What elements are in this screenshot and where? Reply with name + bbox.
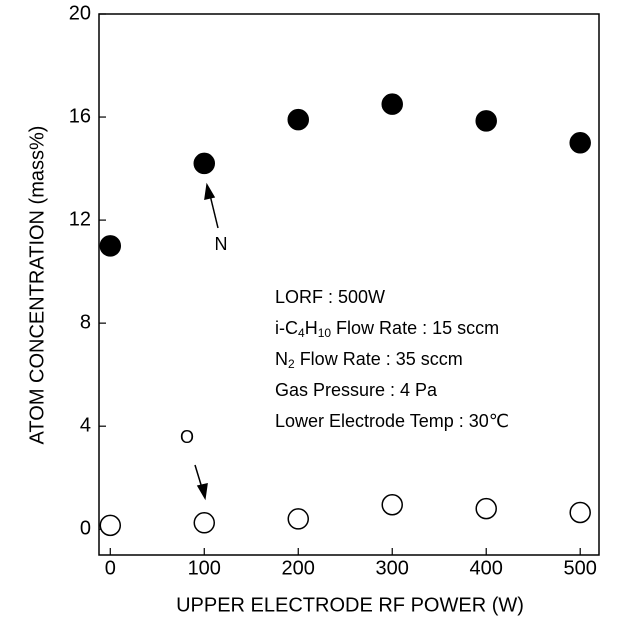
data-point (381, 494, 403, 516)
y-tick-label: 16 (69, 105, 91, 127)
y-tick-label: 20 (69, 2, 91, 24)
annotation-segment: LORF : 500W (275, 287, 385, 307)
arrow-head (196, 483, 208, 501)
y-axis-label: ATOM CONCENTRATION (mass%) (26, 126, 48, 445)
x-tick-label: 0 (105, 557, 116, 579)
plot-frame (98, 13, 600, 556)
x-tick-label: 200 (282, 557, 315, 579)
series-label: N (215, 234, 228, 254)
arrow-line (194, 464, 203, 489)
annotation-line: N2 Flow Rate : 35 sccm (275, 349, 463, 371)
annotation-line: i-C4H10 Flow Rate : 15 sccm (275, 318, 499, 340)
data-point (287, 108, 309, 131)
x-tick-label: 100 (188, 557, 221, 579)
y-tick-label: 0 (80, 518, 91, 540)
annotation-segment: N (275, 349, 288, 369)
annotation-line: LORF : 500W (275, 287, 385, 307)
data-point (569, 501, 591, 524)
annotation-segment: Gas Pressure : 4 Pa (275, 380, 438, 400)
x-tick-label: 300 (376, 557, 409, 579)
data-point (475, 497, 497, 520)
annotation-segment: 4 (298, 326, 305, 340)
y-tick-label: 12 (69, 208, 91, 230)
annotation-segment: Lower Electrode Temp : 30℃ (275, 411, 509, 431)
data-point (193, 152, 216, 175)
data-point (99, 514, 122, 537)
data-point (287, 508, 309, 530)
data-point (569, 132, 591, 154)
x-tick-label: 500 (564, 557, 597, 579)
y-tick-label: 4 (80, 414, 91, 436)
annotation-line: Gas Pressure : 4 Pa (275, 380, 438, 400)
x-tick-label: 400 (470, 557, 503, 579)
annotation-segment: H (305, 318, 318, 338)
annotation-segment: 10 (318, 326, 332, 340)
data-point (193, 512, 216, 534)
annotation-line: Lower Electrode Temp : 30℃ (275, 411, 509, 431)
annotation-segment: i-C (275, 318, 298, 338)
series-label: O (180, 427, 194, 447)
y-tick-label: 8 (80, 311, 91, 333)
arrow-line (209, 194, 219, 229)
data-point (381, 93, 403, 115)
x-axis-label: UPPER ELECTRODE RF POWER (W) (176, 594, 524, 616)
arrow (194, 182, 219, 501)
data-point (99, 235, 122, 257)
annotation-segment: Flow Rate : 35 sccm (295, 349, 463, 369)
annotation-segment: 2 (288, 357, 295, 371)
annotation-segment: Flow Rate : 15 sccm (331, 318, 499, 338)
arrow-head (204, 182, 216, 200)
data-point (475, 110, 497, 132)
